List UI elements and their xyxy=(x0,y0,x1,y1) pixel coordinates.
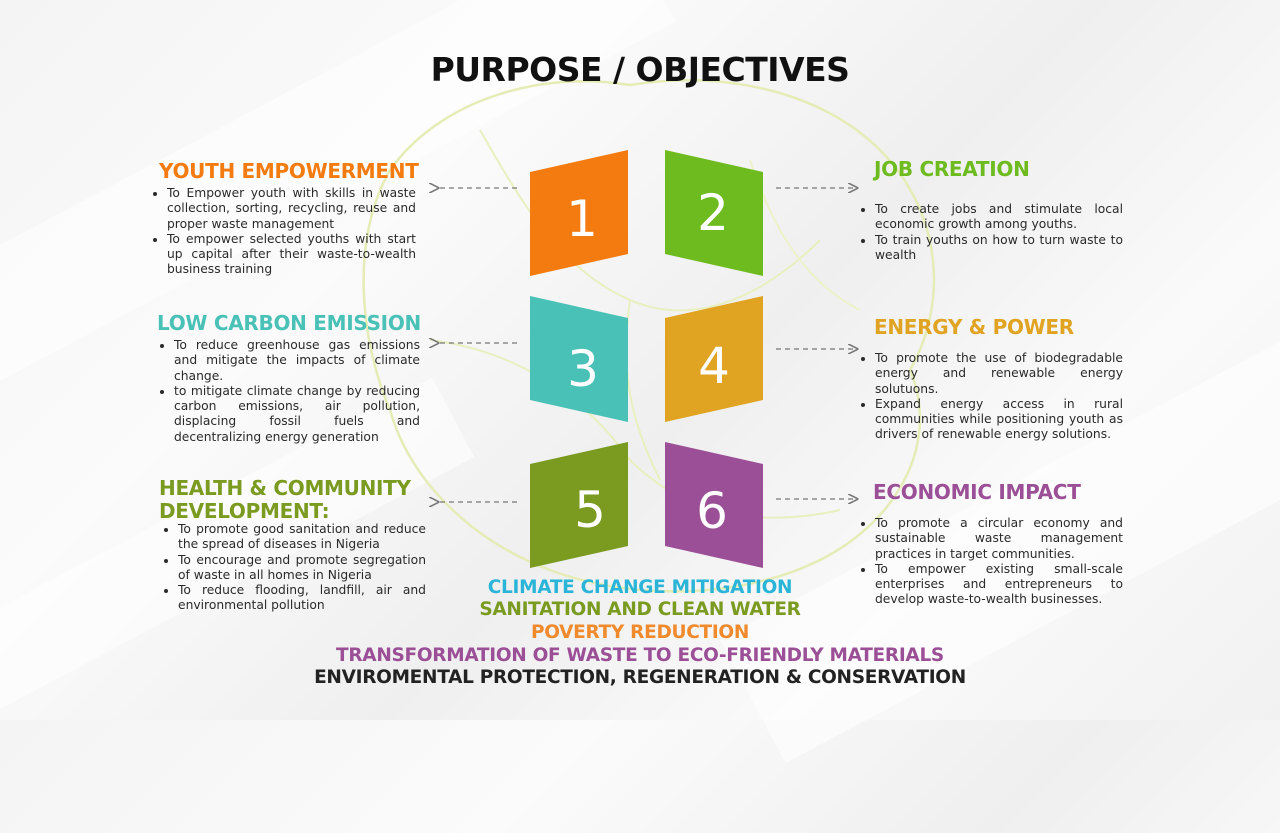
heading-energy-power: ENERGY & POWER xyxy=(874,315,1074,339)
panel-number-2: 2 xyxy=(697,184,729,242)
economic-impact-list: To promote a circular economy and sustai… xyxy=(858,516,1123,608)
youth-empowerment-list: To Empower youth with skills in waste co… xyxy=(150,186,416,278)
energy-power-list: To promote the use of biodegradable ener… xyxy=(858,351,1123,443)
footer-sanitation: SANITATION AND CLEAN WATER xyxy=(479,599,801,620)
heading-job-creation: JOB CREATION xyxy=(874,157,1030,181)
footer-poverty-reduction: POVERTY REDUCTION xyxy=(530,622,750,643)
list-item: Expand energy access in rural communitie… xyxy=(875,397,1123,443)
panel-4 xyxy=(665,296,763,422)
panel-number-5: 5 xyxy=(574,481,606,539)
list-item: To promote good sanitation and reduce th… xyxy=(178,522,426,553)
panel-3 xyxy=(530,296,628,422)
panel-number-1: 1 xyxy=(566,190,598,248)
heading-youth-empowerment: YOUTH EMPOWERMENT xyxy=(159,159,419,183)
job-creation-list: To create jobs and stimulate local econo… xyxy=(858,202,1123,263)
list-item: To empower selected youths with start up… xyxy=(167,232,416,278)
heading-health-community: HEALTH & COMMUNITY DEVELOPMENT: xyxy=(159,476,411,523)
numbered-panels-diagram: 1 2 3 4 5 6 xyxy=(0,150,1280,568)
list-item: To create jobs and stimulate local econo… xyxy=(875,202,1123,233)
panel-2 xyxy=(665,150,763,276)
heading-low-carbon-emission: LOW CARBON EMISSION xyxy=(157,311,421,335)
panel-6 xyxy=(665,442,763,568)
list-item: to mitigate climate change by reducing c… xyxy=(174,384,420,445)
list-item: To promote the use of biodegradable ener… xyxy=(875,351,1123,397)
list-item: To reduce flooding, landfill, air and en… xyxy=(178,583,426,614)
list-item: To promote a circular economy and sustai… xyxy=(875,516,1123,562)
list-item: To Empower youth with skills in waste co… xyxy=(167,186,416,232)
page-title: PURPOSE / OBJECTIVES xyxy=(430,50,850,89)
panel-number-6: 6 xyxy=(696,482,728,540)
footer-climate-change: CLIMATE CHANGE MITIGATION xyxy=(487,577,793,598)
panel-number-4: 4 xyxy=(698,337,730,395)
panel-number-3: 3 xyxy=(567,340,599,398)
panel-1 xyxy=(530,150,628,276)
low-carbon-emission-list: To reduce greenhouse gas emissions and m… xyxy=(157,338,420,445)
footer-transformation: TRANSFORMATION OF WASTE TO ECO-FRIENDLY … xyxy=(336,645,944,666)
panel-5 xyxy=(530,442,628,568)
list-item: To train youths on how to turn waste to … xyxy=(875,233,1123,264)
list-item: To reduce greenhouse gas emissions and m… xyxy=(174,338,420,384)
list-item: To encourage and promote segregation of … xyxy=(178,553,426,584)
footer-environmental-protection: ENVIROMENTAL PROTECTION, REGENERATION & … xyxy=(314,667,966,688)
health-community-list: To promote good sanitation and reduce th… xyxy=(161,522,426,614)
heading-economic-impact: ECONOMIC IMPACT xyxy=(873,480,1081,504)
list-item: To empower existing small-scale enterpri… xyxy=(875,562,1123,608)
